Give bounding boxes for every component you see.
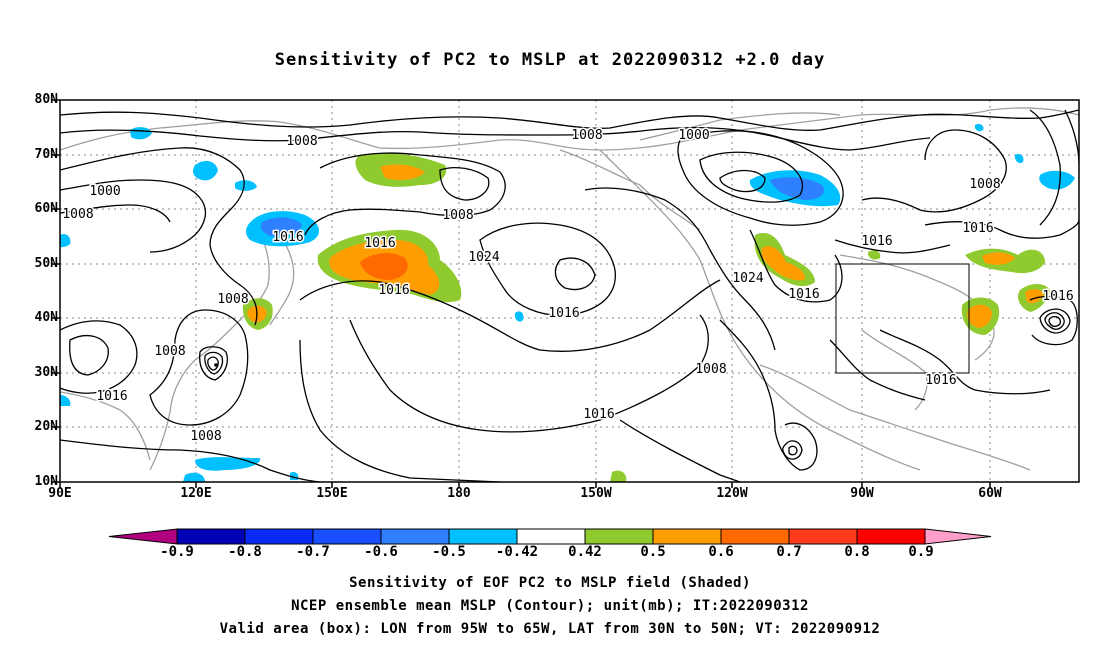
valid-area-box <box>835 263 970 374</box>
caption-shading: Sensitivity of EOF PC2 to MSLP field (Sh… <box>349 575 751 591</box>
contour-label: 1016 <box>96 389 127 404</box>
caption-valid-area: Valid area (box): LON from 95W to 65W, L… <box>219 621 881 637</box>
colorbar-label: 0.9 <box>908 544 934 560</box>
lon-tick-label: 150E <box>316 486 348 501</box>
lon-tick-label: 90W <box>850 486 874 501</box>
plot-frame <box>59 99 1080 483</box>
colorbar-segment <box>244 528 314 545</box>
contour-label: 1016 <box>861 234 892 249</box>
lon-tick-label: 150W <box>580 486 612 501</box>
contour-label: 1016 <box>548 306 579 321</box>
contour-label: 1008 <box>571 128 602 143</box>
lon-tick-label: 90E <box>48 486 72 501</box>
colorbar-label: -0.6 <box>364 544 398 560</box>
contour-label: 1016 <box>272 230 303 245</box>
contour-label: 1024 <box>468 250 499 265</box>
colorbar-label: 0.5 <box>640 544 666 560</box>
lat-tick-label: 80N <box>34 92 58 107</box>
contour-label: 1016 <box>583 407 614 422</box>
colorbar-segment <box>448 528 518 545</box>
contour-label: 1016 <box>378 283 409 298</box>
contour-label: 1016 <box>962 221 993 236</box>
colorbar-segment <box>856 528 926 545</box>
lat-tick-label: 30N <box>34 365 58 380</box>
colorbar-segment <box>924 528 992 545</box>
contour-label: 1024 <box>732 271 763 286</box>
contour-label: 1008 <box>217 292 248 307</box>
lat-tick-label: 10N <box>34 474 58 489</box>
colorbar-label: 0.42 <box>568 544 602 560</box>
lat-tick-label: 50N <box>34 256 58 271</box>
colorbar-label: -0.42 <box>495 544 539 560</box>
contour-label: 1008 <box>969 177 1000 192</box>
colorbar-label: -0.5 <box>432 544 466 560</box>
colorbar-segment <box>108 528 178 545</box>
contour-label: 1008 <box>190 429 221 444</box>
colorbar <box>108 528 992 545</box>
caption-contour: NCEP ensemble mean MSLP (Contour); unit(… <box>291 598 809 614</box>
contour-labels: 1008 1008 1000 1008 1000 1008 1008 1016 1016 1024… <box>61 127 1075 446</box>
grid-lines <box>60 100 1079 482</box>
colorbar-label: 0.7 <box>776 544 802 560</box>
contour-label: 1000 <box>678 128 709 143</box>
colorbar-segment <box>584 528 654 545</box>
lat-tick-label: 20N <box>34 419 58 434</box>
colorbar-segment <box>652 528 722 545</box>
colorbar-segment <box>788 528 858 545</box>
colorbar-segment <box>720 528 790 545</box>
lat-tick-label: 60N <box>34 201 58 216</box>
lon-tick-label: 180 <box>447 486 471 501</box>
lat-tick-label: 40N <box>34 310 58 325</box>
contour-label: 1000 <box>89 184 120 199</box>
contour-label: 1016 <box>1042 289 1073 304</box>
colorbar-segment <box>516 528 586 545</box>
contour-label: 1016 <box>364 236 395 251</box>
colorbar-segment <box>176 528 246 545</box>
mslp-contours <box>60 109 1079 482</box>
lon-tick-label: 120E <box>180 486 212 501</box>
lat-tick-label: 70N <box>34 147 58 162</box>
contour-label: 1008 <box>695 362 726 377</box>
colorbar-label: -0.8 <box>228 544 262 560</box>
lon-tick-label: 120W <box>716 486 748 501</box>
contour-label: 1008 <box>286 134 317 149</box>
lon-tick-label: 60W <box>978 486 1002 501</box>
contour-label: 1008 <box>62 207 93 222</box>
colorbar-segment <box>312 528 382 545</box>
contour-label: 1008 <box>442 208 473 223</box>
colorbar-label: 0.8 <box>844 544 870 560</box>
contour-label: 1016 <box>925 373 956 388</box>
map-title: Sensitivity of PC2 to MSLP at 2022090312… <box>274 50 826 70</box>
contour-label: 1016 <box>788 287 819 302</box>
colorbar-label: 0.6 <box>708 544 734 560</box>
colorbar-segment <box>380 528 450 545</box>
contour-label: 1008 <box>154 344 185 359</box>
axis-ticks <box>52 99 991 488</box>
colorbar-label: -0.7 <box>296 544 330 560</box>
colorbar-label: -0.9 <box>160 544 194 560</box>
positive-shading <box>242 153 1050 482</box>
